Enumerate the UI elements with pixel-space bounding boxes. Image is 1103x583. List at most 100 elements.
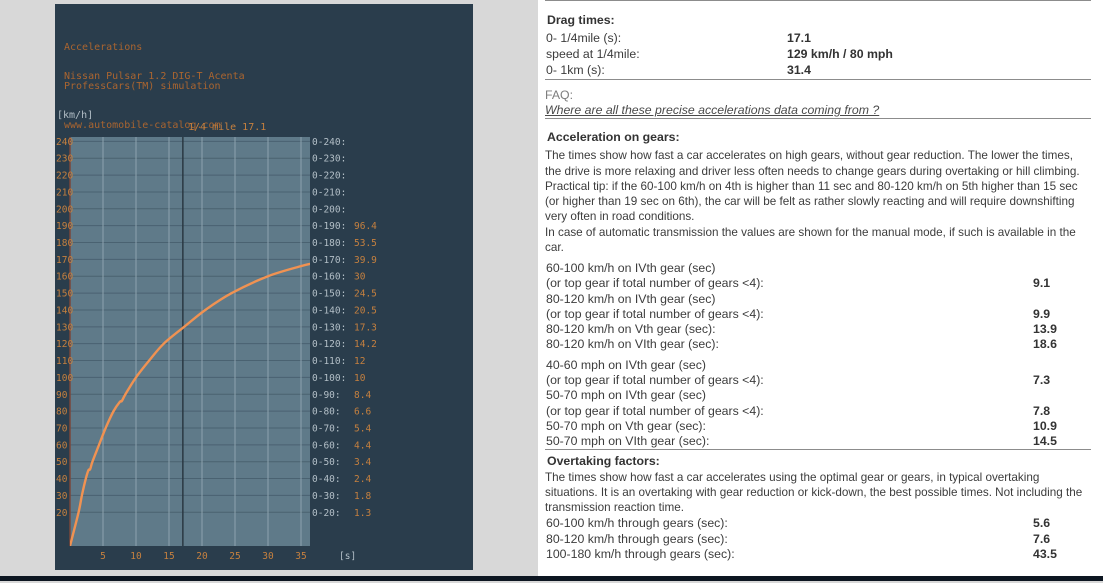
row-label: speed at 1/4mile: (546, 47, 640, 62)
row-label: 50-70 mph on Vth gear (sec): (546, 418, 706, 433)
row-value: 43.5 (1033, 546, 1057, 561)
y-axis-unit-label: [km/h] (57, 110, 94, 121)
row-value: 5.6 (1033, 516, 1051, 531)
row-label: (or top gear if total number of gears <4… (546, 372, 764, 387)
details-panel: Drag times: 0- 1/4mile (s): 17.1 speed a… (545, 0, 1091, 562)
plot-area (70, 137, 310, 546)
row-label: 50-70 mph on IVth gear (sec) (546, 388, 706, 403)
gears-note: In case of automatic transmission the va… (545, 225, 1076, 254)
data-row: (or top gear if total number of gears <4… (545, 404, 1091, 419)
row-label: (or top gear if total number of gears <4… (546, 276, 764, 291)
speed-time-value: 10 (354, 373, 366, 384)
data-row: speed at 1/4mile: 129 km/h / 80 mph (545, 47, 1091, 63)
row-value: 9.1 (1033, 276, 1051, 291)
faq-link[interactable]: Where are all these precise acceleration… (545, 103, 880, 118)
row-label: 60-100 km/h through gears (sec): (546, 516, 728, 531)
row-label: 0- 1km (s): (546, 62, 605, 77)
y-tick-label: 70 (56, 423, 68, 434)
y-tick-label: 50 (56, 457, 68, 468)
data-row: 80-120 km/h through gears (sec): 7.6 (545, 532, 1091, 547)
speed-time-value: 17.3 (354, 322, 377, 333)
y-tick-label: 130 (56, 322, 73, 333)
row-label: 0- 1/4mile (s): (546, 31, 622, 46)
data-row: 0- 1/4mile (s): 17.1 (545, 31, 1091, 47)
y-tick-label: 40 (56, 474, 68, 485)
speed-time-label: 0-140: (312, 305, 346, 316)
y-tick-label: 160 (56, 272, 73, 283)
speed-time-value: 30 (354, 272, 366, 283)
acceleration-chart: 240 230 220 210 200 190 180 170 160 150 140 130 120 1… (56, 137, 377, 562)
speed-time-value: 6.6 (354, 407, 371, 418)
y-tick-label: 80 (56, 407, 68, 418)
data-row: (or top gear if total number of gears <4… (545, 373, 1091, 388)
x-tick-label: 15 (163, 551, 174, 562)
speed-time-label: 0-230: (312, 154, 346, 165)
y-tick-label: 220 (56, 171, 73, 182)
data-row: 0- 1km (s): 31.4 (545, 63, 1091, 79)
speed-time-value: 14.2 (354, 339, 377, 350)
faq-section: FAQ: Where are all these precise acceler… (545, 88, 1091, 118)
y-tick-label: 240 (56, 137, 73, 148)
data-row: 80-120 km/h on Vth gear (sec): 13.9 (545, 322, 1091, 337)
speed-time-label: 0-180: (312, 238, 346, 249)
row-label: 80-120 km/h on Vth gear (sec): (546, 322, 716, 337)
speed-time-label: 0-160: (312, 272, 346, 283)
drag-times-rows: 0- 1/4mile (s): 17.1 speed at 1/4mile: 1… (545, 31, 1091, 79)
data-row: 60-100 km/h on IVth gear (sec) (545, 261, 1091, 276)
chart-header: Accelerations ProfessCars(TM) simulation… (64, 15, 221, 158)
row-value: 7.8 (1033, 403, 1051, 418)
speed-time-label: 0-130: (312, 322, 346, 333)
row-label: 60-100 km/h on IVth gear (sec) (546, 260, 716, 275)
speed-time-value: 3.4 (354, 457, 371, 468)
data-row: 50-70 mph on Vth gear (sec): 10.9 (545, 419, 1091, 434)
row-value: 10.9 (1033, 418, 1057, 433)
speed-time-value: 24.5 (354, 289, 377, 300)
row-label: 80-120 km/h through gears (sec): (546, 531, 728, 546)
y-tick-label: 210 (56, 187, 73, 198)
x-tick-label: 20 (196, 551, 208, 562)
speed-time-label: 0-170: (312, 255, 346, 266)
gears-rows: 60-100 km/h on IVth gear (sec) (or top g… (545, 261, 1091, 450)
speed-time-label: 0-60: (312, 440, 341, 451)
data-row: 60-100 km/h through gears (sec): 5.6 (545, 516, 1091, 531)
speed-time-label: 0-100: (312, 373, 346, 384)
y-tick-label: 30 (56, 491, 68, 502)
speed-time-label: 0-80: (312, 407, 341, 418)
speed-time-value: 1.3 (354, 508, 371, 519)
row-value: 129 km/h / 80 mph (787, 47, 893, 62)
row-label: 50-70 mph on VIth gear (sec): (546, 434, 710, 449)
speed-time-value: 4.4 (354, 440, 371, 451)
faq-label: FAQ: (545, 87, 574, 102)
speed-time-label: 0-220: (312, 171, 346, 182)
y-tick-label: 140 (56, 305, 73, 316)
speed-time-label: 0-210: (312, 187, 346, 198)
x-axis-unit-label: [s] (339, 551, 356, 562)
speed-time-value: 39.9 (354, 255, 377, 266)
data-row: 100-180 km/h through gears (sec): 43.5 (545, 547, 1091, 562)
data-row: (or top gear if total number of gears <4… (545, 307, 1091, 322)
speed-time-label: 0-150: (312, 289, 346, 300)
data-row: 80-120 km/h on IVth gear (sec) (545, 292, 1091, 307)
speed-time-label: 0-240: (312, 137, 346, 148)
overtaking-rows: 60-100 km/h through gears (sec): 5.6 80-… (545, 516, 1091, 562)
y-tick-label: 190 (56, 221, 73, 232)
y-tick-label: 180 (56, 238, 73, 249)
speed-time-value: 96.4 (354, 221, 377, 232)
x-tick-label: 30 (262, 551, 274, 562)
speed-time-value: 53.5 (354, 238, 377, 249)
speed-time-value: 2.4 (354, 474, 371, 485)
data-row: (or top gear if total number of gears <4… (545, 276, 1091, 291)
y-tick-label: 170 (56, 255, 73, 266)
row-value: 31.4 (787, 62, 811, 77)
row-label: 40-60 mph on IVth gear (sec) (546, 357, 706, 372)
details-background (538, 0, 1103, 576)
speed-time-label: 0-50: (312, 457, 341, 468)
speed-time-label: 0-110: (312, 356, 346, 367)
y-tick-label: 200 (56, 204, 73, 215)
row-value: 7.3 (1033, 372, 1051, 387)
speed-time-value: 20.5 (354, 305, 377, 316)
row-value: 18.6 (1033, 337, 1057, 352)
divider (545, 118, 1091, 120)
speed-time-value: 8.4 (354, 390, 371, 401)
quarter-mile-marker-label: 1/4 mile 17.1 (188, 122, 267, 133)
